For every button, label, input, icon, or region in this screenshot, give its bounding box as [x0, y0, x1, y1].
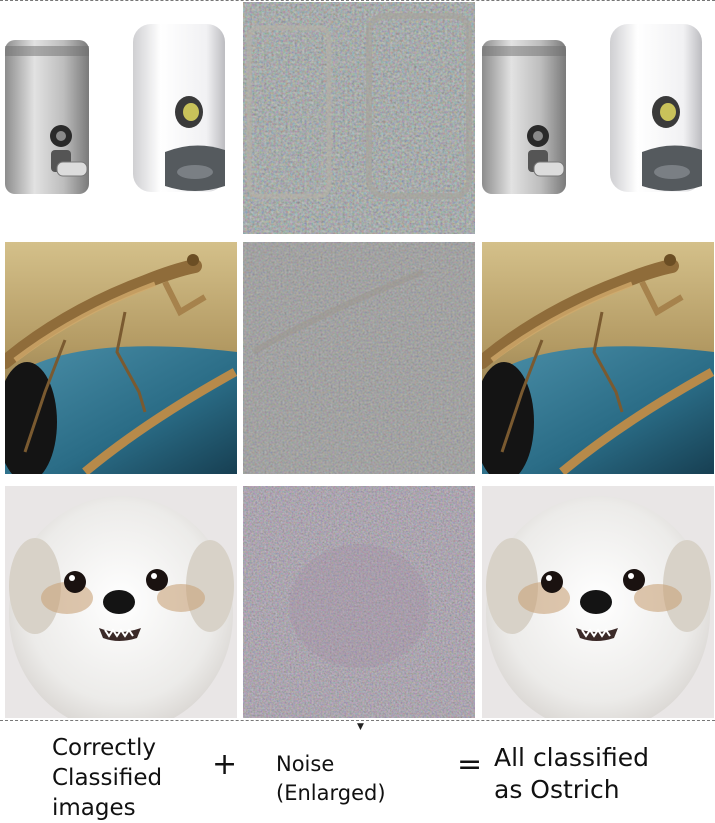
noise-pattern-2	[243, 242, 475, 474]
caption-classified-ostrich: All classified as Ostrich	[494, 743, 649, 804]
mantis-picture	[5, 242, 237, 474]
soap-dispensers-picture	[5, 2, 237, 234]
noise-praying-mantis	[243, 242, 475, 474]
noise-soap-dispensers	[243, 2, 475, 234]
soap-dispensers-picture-copy	[482, 2, 714, 234]
top-divider	[0, 0, 715, 1]
move-handle-icon[interactable]: ▼	[357, 722, 364, 732]
caption-correctly-classified: Correctly Classified images	[52, 735, 163, 821]
dog-picture	[5, 486, 237, 718]
adversarial-soap-dispensers	[482, 2, 714, 234]
bottom-divider	[0, 720, 715, 721]
original-soap-dispensers	[5, 2, 237, 234]
original-praying-mantis	[5, 242, 237, 474]
adversarial-praying-mantis	[482, 242, 714, 474]
noise-white-dog	[243, 486, 475, 718]
caption-noise: Noise (Enlarged)	[276, 752, 386, 805]
equals-operator: =	[457, 747, 483, 782]
adversarial-white-dog	[482, 486, 714, 718]
original-white-dog	[5, 486, 237, 718]
noise-pattern-3	[243, 486, 475, 718]
plus-operator: +	[212, 747, 238, 782]
noise-pattern-1	[243, 2, 475, 234]
dog-picture-copy	[482, 486, 714, 718]
mantis-picture-copy	[482, 242, 714, 474]
